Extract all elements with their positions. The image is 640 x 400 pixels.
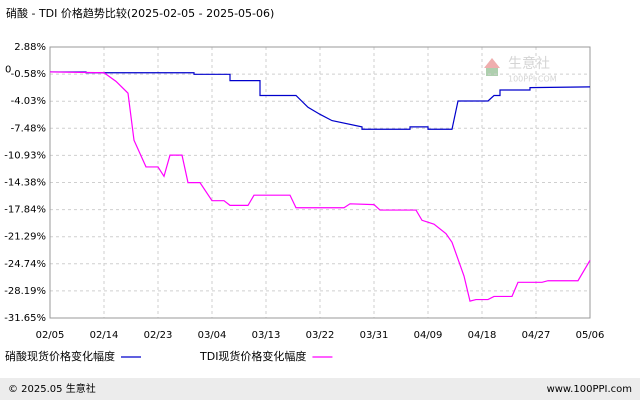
watermark: 生意社 100PPI.COM <box>484 55 557 84</box>
watermark-url: 100PPI.COM <box>508 75 557 84</box>
y-tick-label: -10.93% <box>4 150 46 161</box>
logo-icon <box>484 58 500 68</box>
y-tick-label: -17.84% <box>4 205 46 216</box>
zero-tick-label: 0 <box>5 65 11 76</box>
y-tick-label: -24.74% <box>4 259 46 270</box>
legend-label: 硝酸现货价格变化幅度 <box>5 349 115 363</box>
x-tick-label: 03/04 <box>198 330 227 341</box>
footer-band <box>0 378 640 400</box>
chart-title: 硝酸 - TDI 价格趋势比较(2025-02-05 - 2025-05-06) <box>6 6 274 20</box>
x-tick-label: 04/09 <box>414 330 443 341</box>
x-tick-label: 02/05 <box>36 330 65 341</box>
legend-label: TDI现货价格变化幅度 <box>199 349 306 363</box>
x-tick-label: 03/31 <box>360 330 389 341</box>
x-tick-label: 03/22 <box>306 330 335 341</box>
footer-right: www.100PPI.com <box>547 384 632 395</box>
y-tick-label: -4.03% <box>11 96 46 107</box>
x-tick-label: 02/23 <box>144 330 173 341</box>
series-line <box>50 71 591 130</box>
series-line <box>49 71 591 302</box>
y-tick-label: -7.48% <box>11 123 46 134</box>
watermark-text: 生意社 <box>508 55 550 72</box>
x-tick-label: 04/18 <box>468 330 497 341</box>
y-tick-label: -14.38% <box>4 177 46 188</box>
y-tick-label: -31.65% <box>4 313 46 324</box>
logo-icon <box>486 68 498 76</box>
y-tick-label: -28.19% <box>4 286 46 297</box>
footer-left: © 2025.05 生意社 <box>8 382 96 395</box>
y-tick-label: -0.58% <box>11 69 46 80</box>
x-tick-label: 04/27 <box>522 330 551 341</box>
y-tick-label: 2.88% <box>14 42 46 53</box>
x-tick-label: 03/13 <box>252 330 281 341</box>
x-tick-label: 05/06 <box>576 330 605 341</box>
y-tick-label: -21.29% <box>4 232 46 243</box>
x-tick-label: 02/14 <box>90 330 119 341</box>
plot-frame <box>49 46 591 319</box>
